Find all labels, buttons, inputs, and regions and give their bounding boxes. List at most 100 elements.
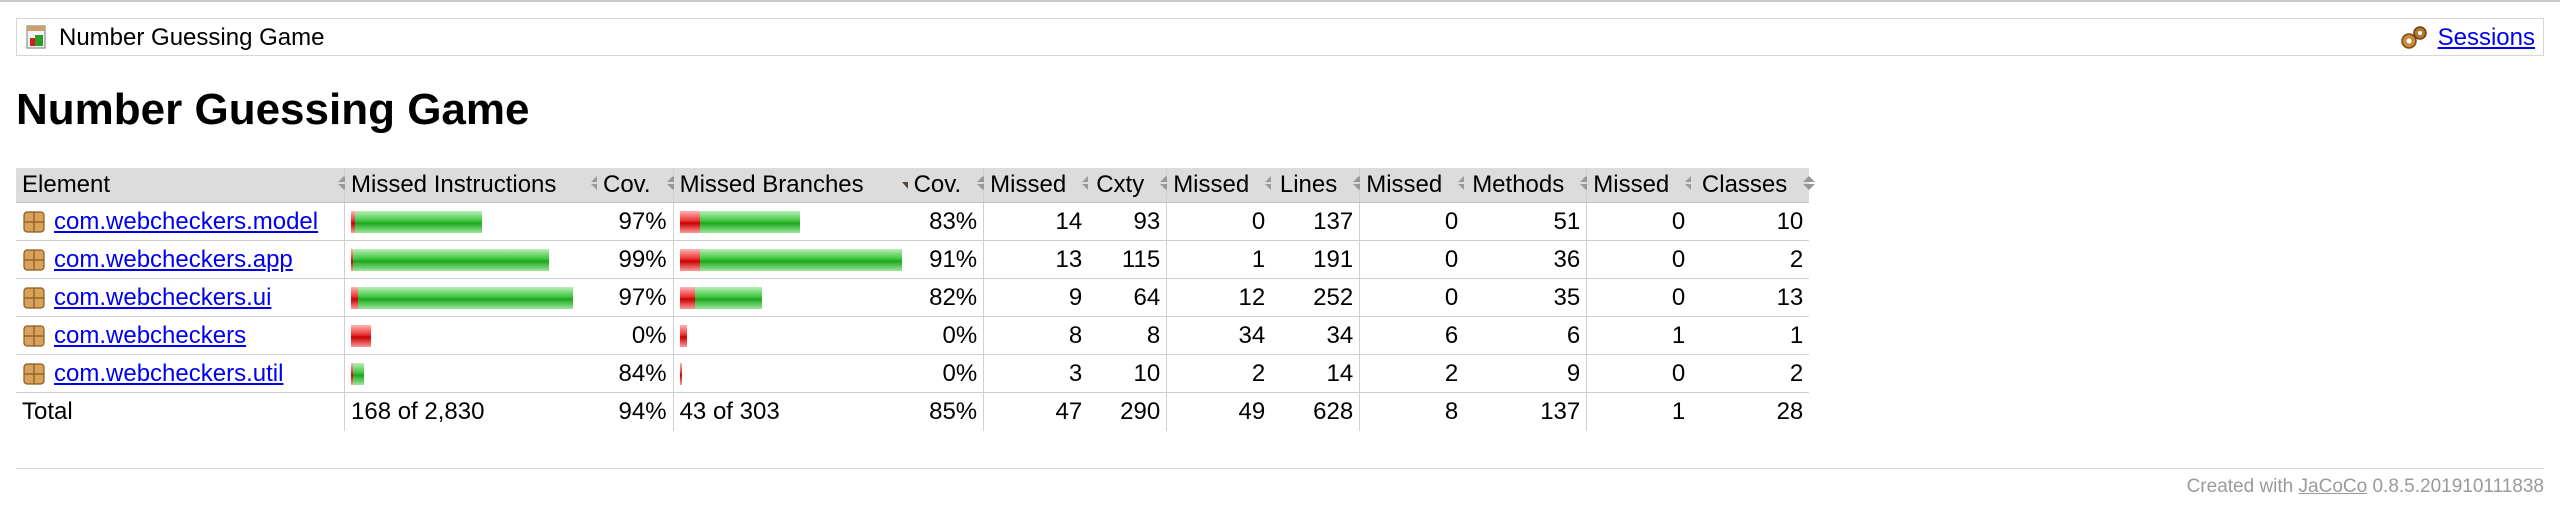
package-link[interactable]: com.webcheckers.app (54, 245, 293, 273)
lines: 191 (1271, 240, 1360, 279)
jacoco-link[interactable]: JaCoCo (2298, 476, 2368, 497)
total-lines: 628 (1313, 398, 1354, 425)
package-icon (22, 286, 46, 310)
branches-bar-cell (672, 316, 908, 355)
sessions-link[interactable]: Sessions (2437, 24, 2535, 51)
branch-coverage: 82% (907, 278, 984, 317)
header-missed-methods[interactable]: Missed (1359, 168, 1471, 203)
branches-bar-cell (672, 240, 908, 279)
missed-complexity: 9 (983, 278, 1089, 317)
header-branch-coverage[interactable]: Cov. (907, 168, 990, 203)
missed-classes: 0 (1586, 354, 1692, 393)
missed-bar-segment (679, 324, 687, 347)
table-row: com.webcheckers 0% 0% 8 8 34 34 6 6 1 1 (16, 316, 1810, 355)
missed-lines: 1 (1166, 240, 1272, 279)
header-missed-complexity[interactable]: Missed (983, 168, 1095, 203)
instruction-coverage: 97% (597, 202, 674, 241)
branch-coverage: 0% (907, 354, 984, 393)
table-row: com.webcheckers.model 97% 83% 14 93 0 137 0 51 0 1… (16, 202, 1810, 241)
classes: 13 (1691, 278, 1810, 317)
total-instructions: 168 of 2,830 (344, 392, 597, 431)
header-missed-classes[interactable]: Missed (1586, 168, 1698, 203)
breadcrumb: Number Guessing Game Sessions (16, 18, 2544, 56)
coverage-bar (679, 248, 902, 271)
coverage-bar (351, 248, 549, 271)
total-missed-classes: 1 (1586, 392, 1692, 431)
missed-bar-segment (351, 324, 371, 347)
coverage-bar (351, 362, 364, 385)
header-element[interactable]: Element (16, 168, 350, 203)
total-branches: 43 of 303 (672, 392, 908, 431)
package-cell: com.webcheckers (16, 316, 345, 355)
header-complexity[interactable]: Cxty (1088, 168, 1173, 203)
footer-divider (16, 468, 2544, 469)
coverage-bar (679, 362, 682, 385)
complexity: 8 (1088, 316, 1167, 355)
header-classes[interactable]: Classes (1691, 168, 1816, 203)
branches-bar-cell (672, 202, 908, 241)
methods: 6 (1464, 316, 1587, 355)
missed-bar-segment (679, 248, 700, 271)
header-instruction-coverage[interactable]: Cov. (597, 168, 679, 203)
branch-coverage: 0% (907, 316, 984, 355)
footer-prefix: Created with (2186, 476, 2294, 497)
covered-bar-segment (355, 210, 482, 233)
branch-coverage: 83% (907, 202, 984, 241)
table-row: com.webcheckers.app 99% 91% 13 115 1 191 0 36 0 2 (16, 240, 1810, 279)
methods: 51 (1464, 202, 1587, 241)
table-header-row: Element Missed Instructions Cov. Missed … (16, 168, 1816, 203)
table-row: com.webcheckers.ui 97% 82% 9 64 12 252 0 35 0 13 (16, 278, 1810, 317)
package-cell: com.webcheckers.util (16, 354, 345, 393)
missed-complexity: 3 (983, 354, 1089, 393)
instruction-coverage: 0% (597, 316, 674, 355)
header-missed-lines[interactable]: Missed (1166, 168, 1278, 203)
total-classes: 28 (1776, 398, 1804, 425)
missed-classes: 0 (1586, 278, 1692, 317)
lines: 14 (1271, 354, 1360, 393)
package-icon (22, 210, 46, 234)
package-link[interactable]: com.webcheckers.util (54, 359, 284, 387)
header-missed-instructions[interactable]: Missed Instructions (344, 168, 603, 203)
missed-lines: 34 (1166, 316, 1272, 355)
missed-methods: 0 (1359, 202, 1465, 241)
covered-bar-segment (699, 210, 800, 233)
footer-version: 0.8.5.201910111838 (2372, 476, 2544, 497)
package-icon (22, 362, 46, 386)
header-missed-branches[interactable]: Missed Branches (672, 168, 916, 203)
header-lines[interactable]: Lines (1271, 168, 1366, 203)
branches-bar-cell (672, 354, 908, 393)
lines: 34 (1271, 316, 1360, 355)
covered-bar-segment (699, 248, 902, 271)
lines: 137 (1271, 202, 1360, 241)
missed-lines: 0 (1166, 202, 1272, 241)
package-link[interactable]: com.webcheckers.ui (54, 283, 272, 311)
methods: 36 (1464, 240, 1587, 279)
package-link[interactable]: com.webcheckers.model (54, 207, 319, 235)
missed-bar-segment (351, 248, 353, 271)
total-missed-methods: 8 (1359, 392, 1465, 431)
header-methods[interactable]: Methods (1464, 168, 1593, 203)
package-link[interactable]: com.webcheckers (54, 321, 247, 349)
instruction-coverage: 84% (597, 354, 674, 393)
covered-bar-segment (353, 362, 364, 385)
classes: 2 (1691, 240, 1810, 279)
classes: 2 (1691, 354, 1810, 393)
coverage-bar (679, 286, 762, 309)
missed-complexity: 8 (983, 316, 1089, 355)
missed-complexity: 14 (983, 202, 1089, 241)
coverage-bar (351, 324, 371, 347)
package-cell: com.webcheckers.ui (16, 278, 345, 317)
instruction-coverage: 97% (597, 278, 674, 317)
lines: 252 (1271, 278, 1360, 317)
complexity: 115 (1088, 240, 1167, 279)
total-methods: 137 (1540, 398, 1581, 425)
coverage-bar (351, 210, 482, 233)
package-cell: com.webcheckers.model (16, 202, 345, 241)
classes: 10 (1691, 202, 1810, 241)
covered-bar-segment (353, 248, 549, 271)
total-instruction-coverage: 94% (618, 398, 667, 425)
missed-bar-segment (351, 210, 355, 233)
total-branch-coverage: 85% (929, 398, 978, 425)
missed-bar-segment (679, 362, 682, 385)
total-label: Total (22, 398, 73, 425)
